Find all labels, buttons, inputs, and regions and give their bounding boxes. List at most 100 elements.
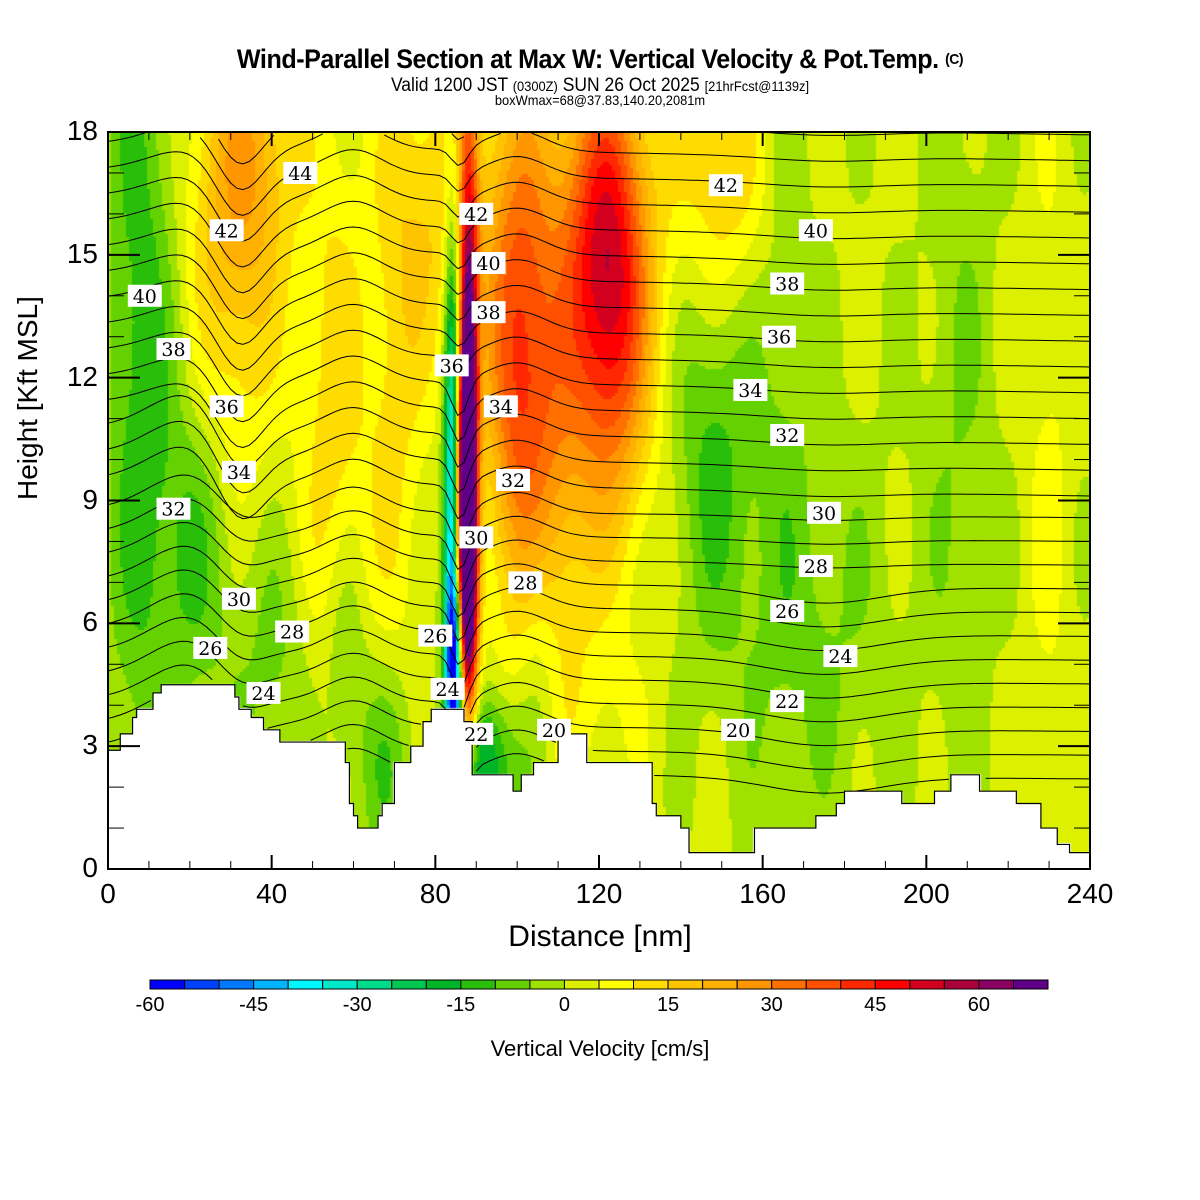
isentrope-label-box — [798, 555, 833, 578]
isentrope-line — [107, 252, 1091, 320]
isentrope-label-text: 42 — [215, 220, 239, 242]
colorbar-tick-label: -30 — [342, 994, 372, 1016]
isentrope-label-box — [496, 469, 531, 492]
isentrope-label-box — [770, 272, 805, 295]
colorbar-swatch — [494, 979, 531, 990]
isentrope-label: 40 — [471, 252, 506, 275]
isentrope-label: 40 — [798, 219, 833, 242]
isentrope-label: 34 — [483, 395, 518, 418]
box-info: boxWmax=68@37.83,140.20,2081m — [494, 92, 706, 108]
isentrope-label-text: 34 — [227, 462, 251, 484]
isentrope-label: 32 — [770, 423, 805, 447]
colorbar-swatch — [253, 979, 289, 990]
colorbar-tick-label: -15 — [446, 994, 476, 1016]
isentrope-label-text: 30 — [227, 589, 251, 611]
isentrope-line — [107, 395, 1091, 468]
isentrope-label: 28 — [798, 555, 833, 578]
isentrope-label: 34 — [221, 460, 256, 484]
isentrope-line — [107, 420, 1091, 494]
isentrope-label: 42 — [209, 219, 244, 242]
isentrope-label-box — [459, 722, 494, 745]
valid-utc: (0300Z) — [512, 78, 558, 94]
y-tick-label: 3 — [82, 729, 98, 761]
colorbar-swatch — [978, 979, 1014, 990]
isentrope-label-box — [471, 301, 506, 324]
colorbar-swatch — [563, 979, 600, 990]
isentrope-label-text: 32 — [775, 425, 799, 447]
colorbar-swatch — [702, 979, 738, 990]
isentrope-label-text: 38 — [476, 302, 500, 324]
colorbar-tick-label: 0 — [558, 994, 571, 1016]
isentrope-label: 42 — [708, 174, 743, 197]
isentrope-line — [107, 278, 1091, 345]
isentrope-label-box — [156, 497, 191, 520]
isentrope-label-text: 34 — [738, 380, 762, 402]
x-tick-label: 160 — [739, 878, 787, 909]
isentrope-label: 26 — [770, 600, 805, 623]
x-tick-label: 40 — [256, 878, 288, 909]
colorbar-tick-label: -60 — [135, 994, 165, 1016]
x-tick-label: 0 — [100, 878, 116, 909]
isentrope-label-text: 26 — [775, 601, 799, 623]
colorbar-swatch — [633, 979, 669, 990]
chart-subtitle: Valid 1200 JST (0300Z) SUN 26 Oct 2025 [… — [48, 75, 1152, 97]
colorbar-tick-label: -45 — [239, 994, 269, 1016]
isentrope-label: 38 — [471, 301, 506, 324]
isentrope-label-text: 30 — [464, 527, 488, 549]
colorbar-swatch — [460, 979, 496, 990]
isentrope-line — [107, 474, 1091, 547]
isentrope-line — [107, 593, 1090, 666]
isentrope-label: 22 — [770, 690, 805, 713]
isentrope-label: 22 — [459, 722, 494, 746]
isentrope-label-text: 28 — [804, 556, 828, 578]
valid-date: SUN 26 Oct 2025 — [562, 75, 700, 96]
colorbar-tick-label: 30 — [760, 994, 783, 1016]
forecast-info: [21hrFcst@1139z] — [704, 78, 810, 94]
isentrope-label: 24 — [823, 645, 858, 668]
colorbar-swatch — [218, 979, 255, 990]
x-tick-label: 80 — [419, 878, 451, 909]
colorbar-tick-label: 15 — [656, 994, 680, 1016]
x-tick-label: 200 — [902, 878, 950, 909]
y-tick-label: 12 — [66, 360, 98, 392]
isentrope-label-box — [807, 501, 842, 524]
isentrope-label: 20 — [721, 718, 756, 742]
colorbar-swatch — [736, 979, 773, 990]
colorbar-swatch — [287, 979, 324, 990]
isentrope-label-box — [733, 378, 768, 401]
y-tick-label: 15 — [66, 237, 98, 269]
y-axis-label: Height [Kft MSL] — [12, 296, 43, 500]
y-tick-label: 6 — [82, 606, 98, 638]
isentrope-label-text: 30 — [812, 503, 836, 525]
isentrope-label: 40 — [127, 284, 162, 308]
isentrope-label-box — [770, 690, 805, 713]
isentrope-label-box — [156, 338, 191, 361]
isentrope-label-text: 36 — [215, 396, 239, 418]
isentrope-label-box — [762, 325, 797, 348]
title-text: Wind-Parallel Section at Max W: Vertical… — [236, 44, 939, 74]
isentrope-label-text: 40 — [476, 253, 500, 275]
isentrope-label-text: 20 — [726, 720, 750, 742]
isentrope-line — [107, 498, 1090, 571]
y-tick-label: 0 — [82, 852, 98, 883]
colorbar-swatch — [909, 979, 945, 990]
isentrope-label-text: 42 — [714, 175, 738, 197]
isentrope-line — [107, 149, 1091, 216]
copyright-mark: (C) — [945, 51, 964, 68]
isentrope-label-text: 28 — [280, 622, 304, 644]
isentrope-line — [107, 200, 1091, 268]
isentrope-line — [107, 545, 1090, 618]
isentrope-label-box — [459, 526, 494, 549]
isentrope-label: 28 — [275, 620, 310, 644]
isentrope-label-box — [483, 395, 518, 418]
isentrope-label-text: 24 — [828, 646, 852, 668]
isentrope-label-box — [209, 219, 244, 242]
isentrope-label: 30 — [807, 501, 842, 525]
isentrope-label-box — [434, 354, 469, 377]
isentrope-label: 26 — [418, 624, 453, 648]
colorbar-swatch — [425, 979, 462, 990]
isentrope-line — [107, 521, 1091, 594]
isentrope-line — [347, 747, 1090, 794]
isentrope-label-text: 42 — [464, 204, 488, 226]
isentrope-label-text: 24 — [436, 679, 460, 701]
